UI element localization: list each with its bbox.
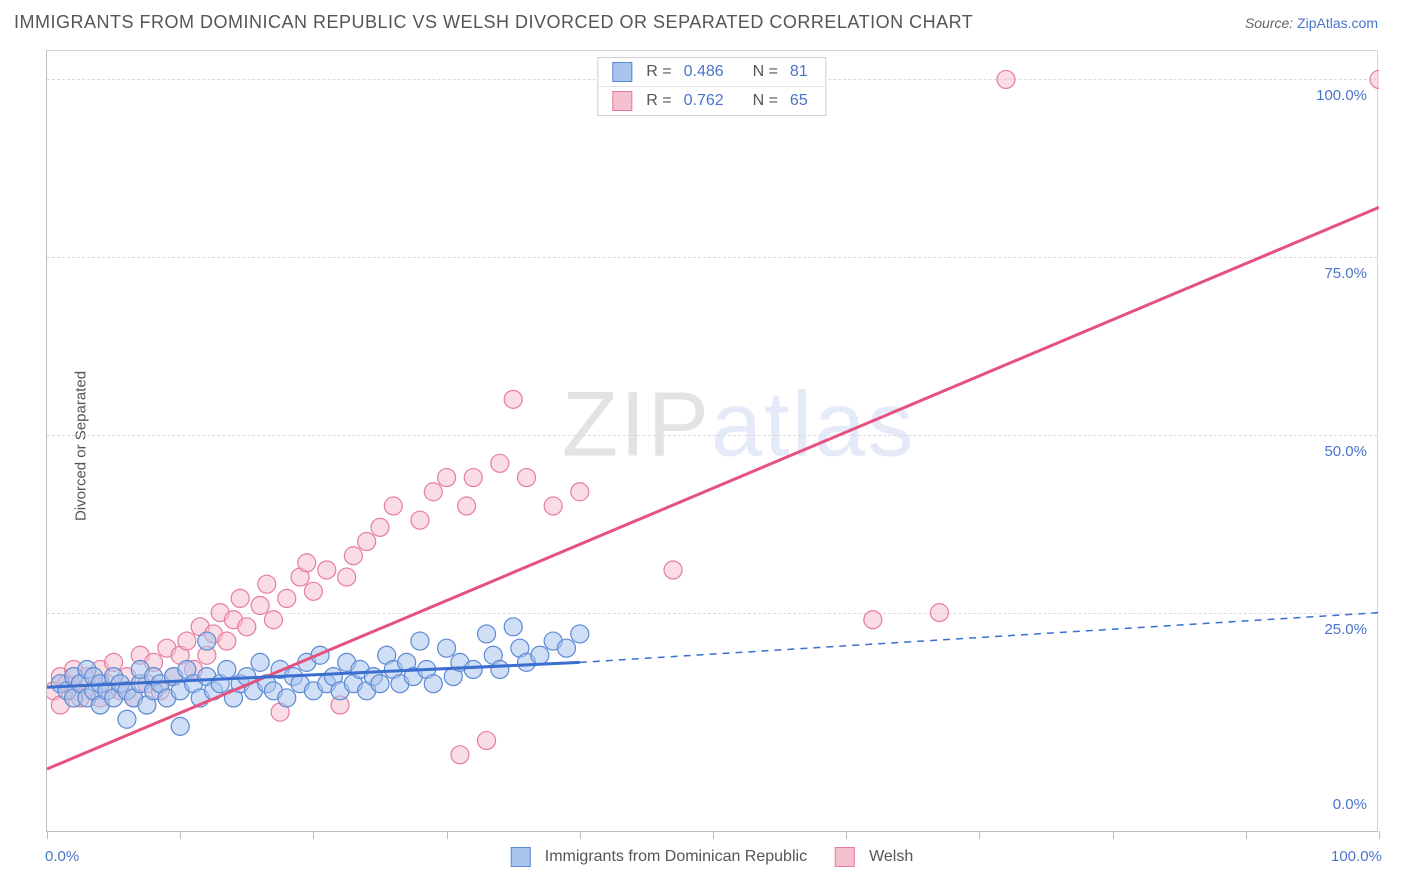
r-label: R = <box>646 63 671 81</box>
legend-series: Immigrants from Dominican Republic Welsh <box>511 847 913 867</box>
n-value-blue: 81 <box>790 63 808 81</box>
data-point-blue <box>218 660 236 678</box>
data-point-pink <box>231 589 249 607</box>
data-point-pink <box>1370 70 1379 88</box>
data-point-pink <box>930 604 948 622</box>
x-tick-label: 0.0% <box>45 848 79 865</box>
scatter-plot: ZIPatlas R = 0.486 N = 81 R = 0.762 N = … <box>46 50 1378 832</box>
n-label: N = <box>753 92 778 110</box>
r-label: R = <box>646 92 671 110</box>
data-point-blue <box>478 625 496 643</box>
data-point-pink <box>464 469 482 487</box>
data-point-blue <box>491 660 509 678</box>
data-point-pink <box>318 561 336 579</box>
data-point-pink <box>258 575 276 593</box>
data-point-pink <box>278 589 296 607</box>
legend-stats: R = 0.486 N = 81 R = 0.762 N = 65 <box>597 57 826 116</box>
x-tick-label: 100.0% <box>1331 848 1382 865</box>
data-point-pink <box>371 518 389 536</box>
legend-swatch-pink <box>835 847 855 867</box>
legend-stats-row-blue: R = 0.486 N = 81 <box>598 58 825 86</box>
plot-svg <box>47 51 1379 833</box>
data-point-pink <box>358 533 376 551</box>
data-point-blue <box>438 639 456 657</box>
data-point-blue <box>571 625 589 643</box>
data-point-blue <box>504 618 522 636</box>
legend-swatch-pink <box>612 91 632 111</box>
data-point-pink <box>491 454 509 472</box>
data-point-pink <box>238 618 256 636</box>
data-point-pink <box>451 746 469 764</box>
data-point-blue <box>198 632 216 650</box>
data-point-pink <box>424 483 442 501</box>
data-point-pink <box>478 732 496 750</box>
data-point-pink <box>518 469 536 487</box>
r-value-blue: 0.486 <box>684 63 724 81</box>
data-point-pink <box>438 469 456 487</box>
data-point-blue <box>371 675 389 693</box>
legend-swatch-blue <box>511 847 531 867</box>
data-point-pink <box>571 483 589 501</box>
legend-stats-row-pink: R = 0.762 N = 65 <box>598 86 825 115</box>
data-point-pink <box>178 632 196 650</box>
data-point-blue <box>171 717 189 735</box>
data-point-pink <box>251 597 269 615</box>
r-value-pink: 0.762 <box>684 92 724 110</box>
data-point-blue <box>557 639 575 657</box>
legend-item-blue: Immigrants from Dominican Republic <box>511 847 807 867</box>
data-point-pink <box>344 547 362 565</box>
data-point-blue <box>411 632 429 650</box>
data-point-blue <box>118 710 136 728</box>
legend-swatch-blue <box>612 62 632 82</box>
data-point-pink <box>664 561 682 579</box>
chart-title: IMMIGRANTS FROM DOMINICAN REPUBLIC VS WE… <box>14 12 973 33</box>
data-point-pink <box>504 390 522 408</box>
legend-label-pink: Welsh <box>869 848 913 866</box>
data-point-pink <box>304 582 322 600</box>
data-point-blue <box>424 675 442 693</box>
data-point-pink <box>298 554 316 572</box>
source-label: Source: <box>1245 15 1293 31</box>
x-tick <box>1379 831 1380 839</box>
data-point-pink <box>264 611 282 629</box>
trendline-blue-dash <box>580 613 1379 663</box>
data-point-pink <box>338 568 356 586</box>
header: IMMIGRANTS FROM DOMINICAN REPUBLIC VS WE… <box>0 0 1406 41</box>
data-point-pink <box>384 497 402 515</box>
data-point-pink <box>544 497 562 515</box>
data-point-blue <box>251 653 269 671</box>
source-link[interactable]: ZipAtlas.com <box>1297 15 1378 31</box>
data-point-pink <box>864 611 882 629</box>
trendline-pink <box>47 207 1379 769</box>
legend-label-blue: Immigrants from Dominican Republic <box>545 848 807 866</box>
data-point-pink <box>458 497 476 515</box>
data-point-pink <box>411 511 429 529</box>
data-point-pink <box>997 70 1015 88</box>
n-value-pink: 65 <box>790 92 808 110</box>
data-point-blue <box>464 660 482 678</box>
n-label: N = <box>753 63 778 81</box>
data-point-blue <box>278 689 296 707</box>
source-credit: Source: ZipAtlas.com <box>1245 15 1378 31</box>
legend-item-pink: Welsh <box>835 847 913 867</box>
data-point-pink <box>218 632 236 650</box>
data-point-blue <box>531 646 549 664</box>
